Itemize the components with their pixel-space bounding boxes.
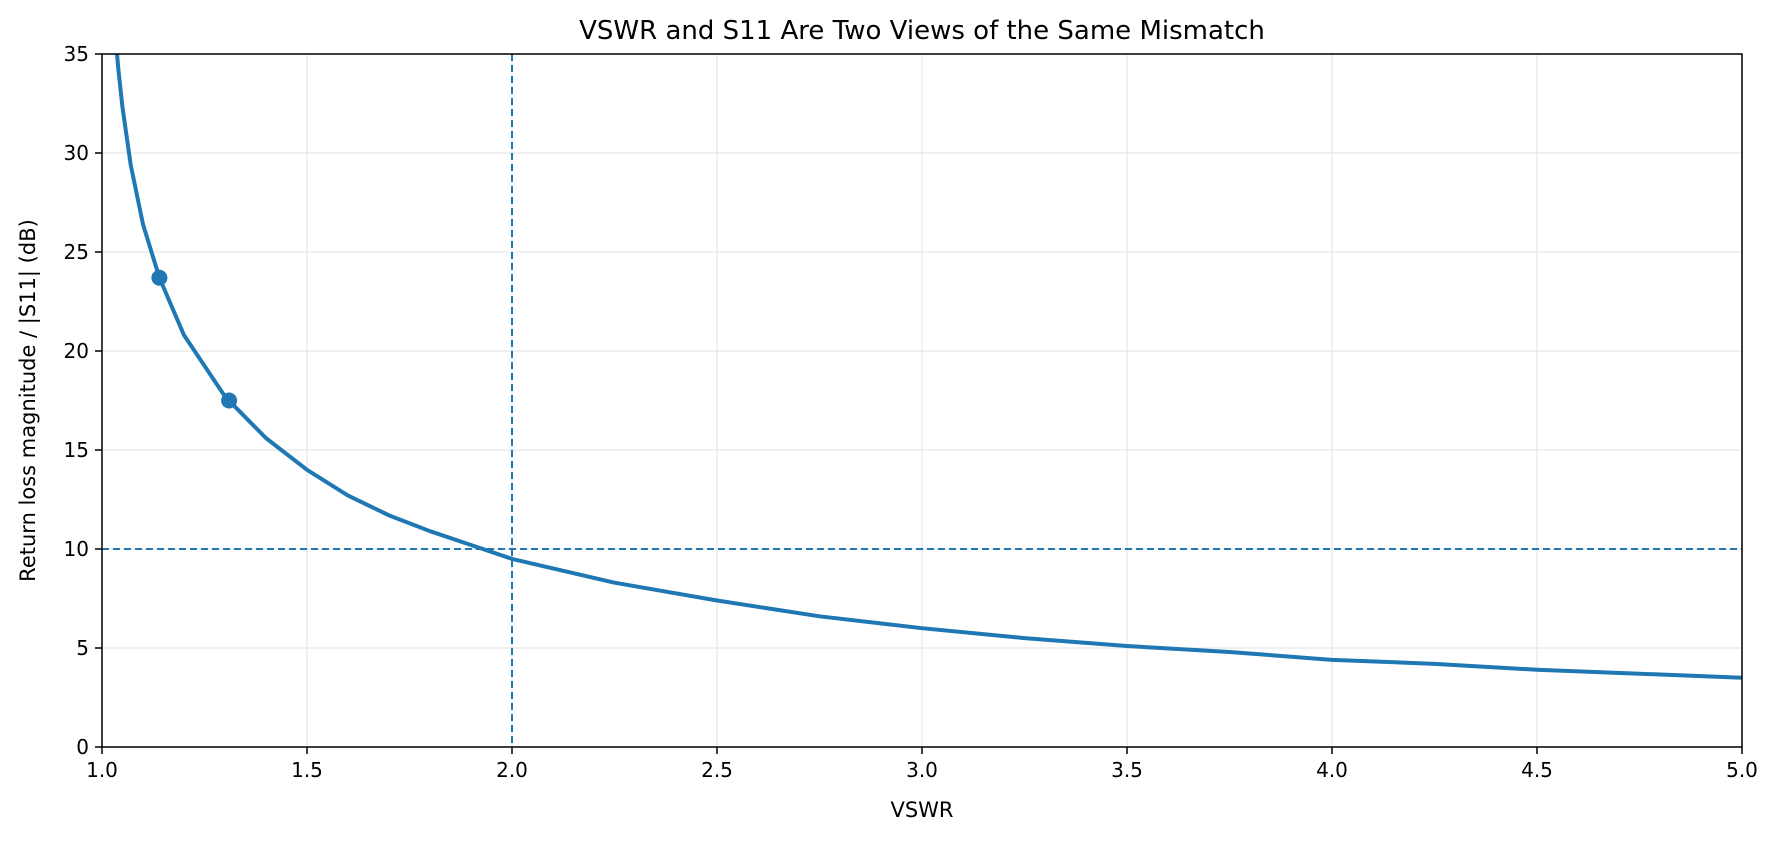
y-tick-label: 15 — [64, 438, 89, 462]
y-tick-label: 35 — [64, 42, 89, 66]
y-tick-label: 0 — [76, 735, 89, 759]
x-tick-label: 2.0 — [496, 758, 528, 782]
x-axis: 1.0 1.5 2.0 2.5 3.0 3.5 4.0 4.5 5.0 — [86, 747, 1758, 782]
x-tick-label: 2.5 — [701, 758, 733, 782]
data-marker — [151, 269, 168, 286]
series-line — [115, 54, 1742, 680]
x-tick-label: 1.5 — [291, 758, 323, 782]
y-axis-label: Return loss magnitude / |S11| (dB) — [16, 219, 41, 582]
plot-area — [102, 54, 1742, 747]
x-tick-label: 3.0 — [906, 758, 938, 782]
data-marker — [221, 392, 238, 409]
x-tick-label: 4.0 — [1316, 758, 1348, 782]
x-tick-label: 3.5 — [1111, 758, 1143, 782]
y-tick-label: 5 — [76, 636, 89, 660]
x-tick-label: 1.0 — [86, 758, 118, 782]
y-axis: 0 5 10 15 20 25 30 35 — [64, 42, 102, 759]
y-tick-label: 30 — [64, 141, 89, 165]
x-tick-label: 5.0 — [1726, 758, 1758, 782]
y-tick-label: 20 — [64, 339, 89, 363]
chart-title: VSWR and S11 Are Two Views of the Same M… — [579, 16, 1265, 46]
x-tick-label: 4.5 — [1521, 758, 1553, 782]
x-axis-label: VSWR — [890, 798, 953, 822]
y-tick-label: 25 — [64, 240, 89, 264]
y-tick-label: 10 — [64, 537, 89, 561]
